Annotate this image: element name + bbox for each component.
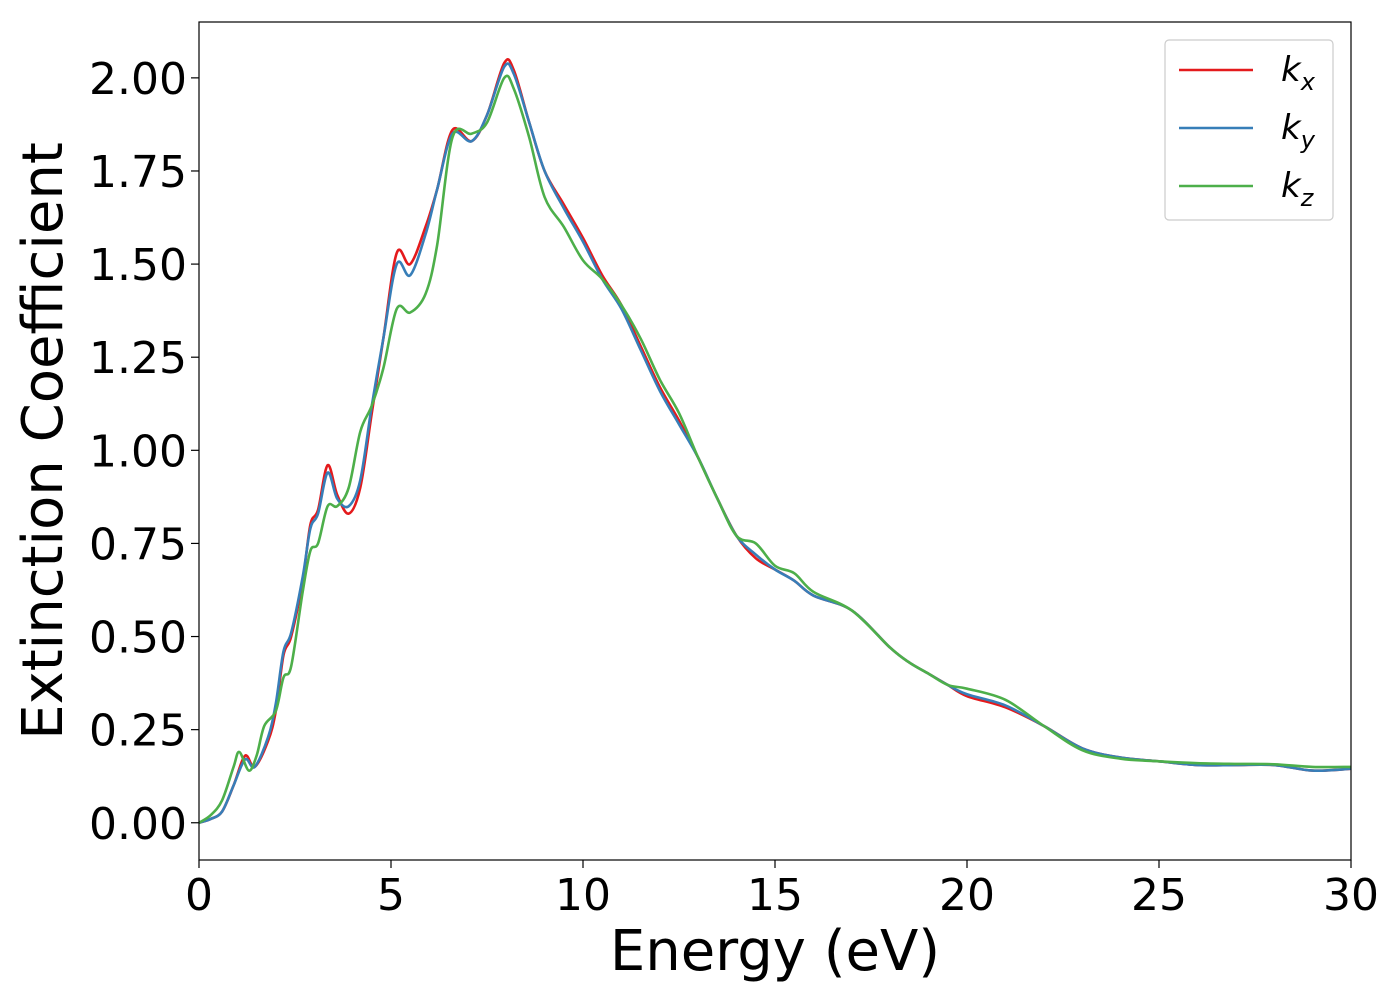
legend-label-main: k	[1281, 166, 1302, 206]
x-tick-label: 25	[1131, 870, 1187, 921]
y-tick-label: 1.75	[89, 147, 187, 198]
series-layer	[198, 58, 1352, 825]
legend-label-k-y: ky	[1281, 108, 1316, 154]
x-tick-label: 15	[747, 870, 803, 921]
y-tick-label: 0.25	[89, 706, 187, 757]
x-tick-label: 20	[939, 870, 995, 921]
y-tick-label: 1.25	[89, 333, 187, 384]
y-tick-label: 0.50	[89, 613, 187, 664]
plot-background	[199, 22, 1351, 860]
legend-label-sub: y	[1300, 126, 1316, 154]
y-axis: 0.00 0.25 0.50 0.75 1.00 1.25 1.50 1.75 2.00	[89, 54, 199, 850]
x-tick-label: 30	[1323, 870, 1379, 921]
x-tick-label: 10	[555, 870, 611, 921]
y-tick-label: 1.50	[89, 240, 187, 291]
x-axis-label: Energy (eV)	[610, 919, 940, 984]
y-tick-label: 0.75	[89, 519, 187, 570]
y-tick-label: 0.00	[89, 799, 187, 850]
legend-label-sub: z	[1300, 184, 1315, 212]
legend-box	[1164, 39, 1334, 221]
legend-label-main: k	[1281, 108, 1302, 148]
legend-label-sub: x	[1300, 68, 1316, 96]
series-line-k-z	[198, 74, 1352, 824]
legend-label-main: k	[1281, 50, 1302, 90]
x-tick-label: 0	[185, 870, 213, 921]
x-axis: 0 5 10 15 20 25 30	[185, 860, 1379, 921]
y-tick-label: 1.00	[89, 426, 187, 477]
legend-label-k-x: kx	[1281, 50, 1316, 96]
x-tick-label: 5	[377, 870, 405, 921]
y-axis-label: Extinction Coefficient	[11, 142, 76, 740]
series-line-k-y	[198, 62, 1352, 825]
y-tick-label: 2.00	[89, 54, 187, 105]
legend-label-k-z: kz	[1281, 166, 1315, 212]
